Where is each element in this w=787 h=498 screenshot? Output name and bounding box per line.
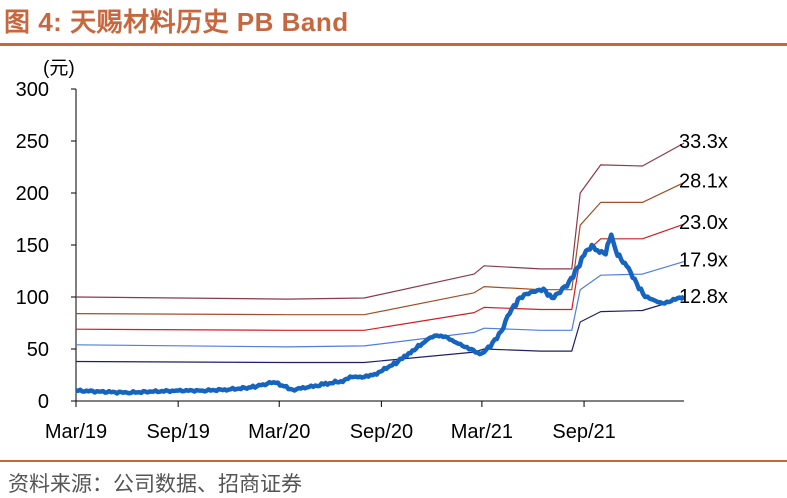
axis-ticks: 0 50 100 150 200 250 300 Mar/19 Sep/19 Mar/20 Sep/…: [16, 79, 616, 443]
x-tick-label: Mar/20: [248, 421, 310, 443]
x-tick-label: Sep/20: [350, 421, 413, 443]
pb-band-line: [75, 142, 685, 300]
price-line: [75, 232, 686, 396]
source-rule: [0, 460, 787, 462]
x-tick-label: Sep/19: [146, 421, 209, 443]
series-labels: 12.8x 17.9x 23.0x 28.1x 33.3x: [679, 131, 728, 308]
y-tick-label: 50: [27, 339, 49, 361]
series-lines: [75, 142, 686, 396]
band-label: 33.3x: [679, 131, 728, 153]
band-label: 28.1x: [679, 171, 728, 193]
y-tick-label: 150: [16, 235, 49, 257]
pb-band-line: [75, 297, 685, 364]
x-tick-label: Mar/19: [45, 421, 107, 443]
y-tick-label: 300: [16, 79, 49, 101]
band-label: 12.8x: [679, 286, 728, 308]
chart-title: 图 4: 天赐材料历史 PB Band: [4, 7, 349, 37]
band-label: 17.9x: [679, 250, 728, 272]
source-note: 资料来源：公司数据、招商证券: [8, 472, 302, 496]
y-tick-label: 200: [16, 183, 49, 205]
title-rule: [0, 43, 787, 46]
band-label: 23.0x: [679, 212, 728, 234]
x-tick-label: Mar/21: [451, 421, 513, 443]
y-tick-label: 100: [16, 287, 49, 309]
y-tick-label: 0: [38, 391, 49, 413]
x-tick-label: Sep/21: [552, 421, 615, 443]
y-tick-label: 250: [16, 131, 49, 153]
pb-band-line: [75, 261, 685, 348]
y-unit-label: (元): [43, 58, 75, 79]
